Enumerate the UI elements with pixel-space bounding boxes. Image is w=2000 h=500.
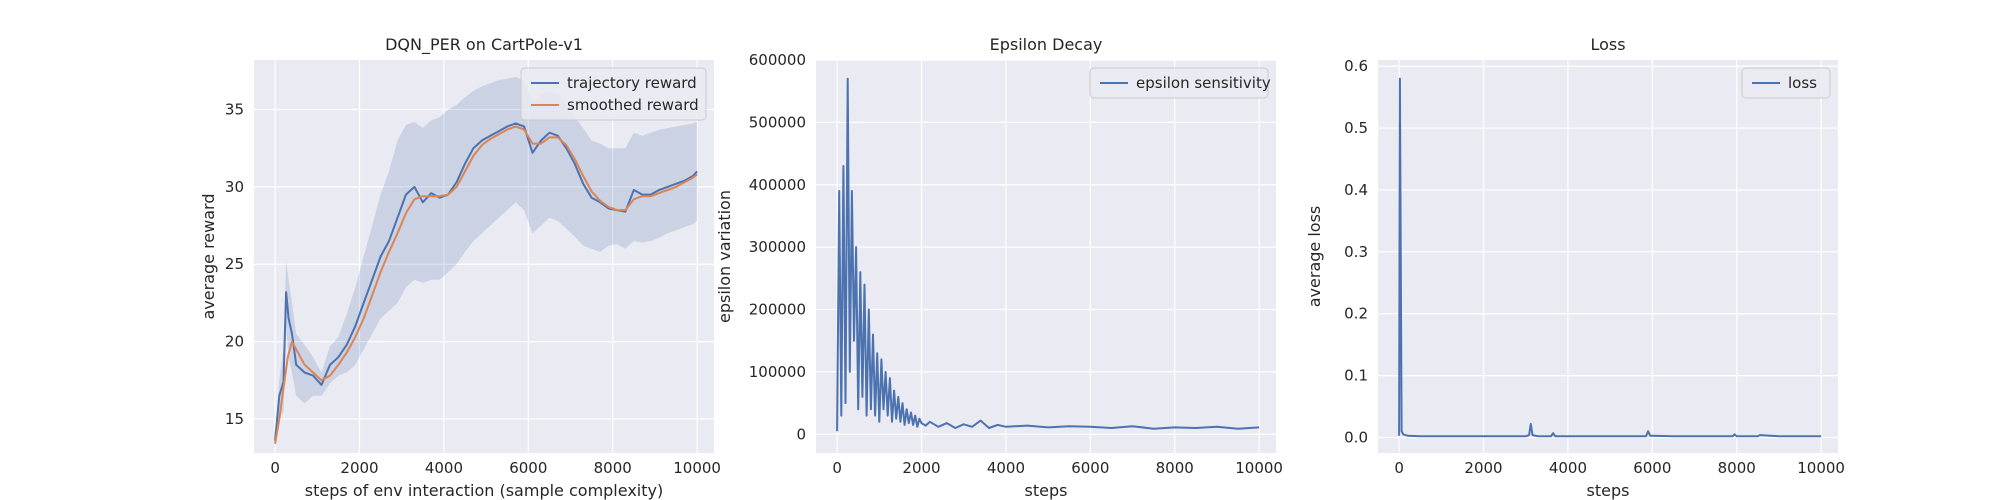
epsilon-marks (836, 77, 1260, 432)
epsilon-y-axis-label: epsilon variation (715, 190, 734, 323)
reward-y-ticks: 15 20 25 30 35 (225, 101, 244, 428)
reward-x-axis-label: steps of env interaction (sample complex… (305, 481, 663, 500)
reward-series-smoothed-reward (274, 125, 698, 444)
loss-y-tick-label-5: 0.5 (1344, 119, 1368, 137)
loss-x-tick-label-4: 8000 (1718, 459, 1756, 477)
loss-y-tick-label-0: 0.0 (1344, 429, 1368, 447)
loss-y-tick-label-3: 0.3 (1344, 243, 1368, 261)
loss-y-tick-label-4: 0.4 (1344, 181, 1368, 199)
loss-chart: 0 2000 4000 6000 8000 10000 0.00.10.20.30.40.… (1305, 35, 1845, 500)
loss-x-tick-label-0: 0 (1394, 459, 1404, 477)
epsilon-y-tick-label-5: 500000 (749, 113, 806, 131)
epsilon-x-tick-label-3: 6000 (1071, 459, 1109, 477)
reward-y-tick-label-1: 20 (225, 333, 244, 351)
loss-legend-box (1741, 67, 1831, 99)
reward-x-tick-label-4: 8000 (594, 459, 632, 477)
reward-y-tick-label-2: 25 (225, 255, 244, 273)
legend-label-trajectory-reward: trajectory reward (567, 74, 697, 92)
reward-y-tick-label-0: 15 (225, 410, 244, 428)
epsilon-x-tick-label-5: 10000 (1235, 459, 1283, 477)
loss-series-loss (1398, 77, 1822, 438)
epsilon-chart-title: Epsilon Decay (990, 35, 1103, 54)
loss-x-tick-label-2: 4000 (1549, 459, 1587, 477)
epsilon-chart: 0 2000 4000 6000 8000 10000 0 100000 200000 3000… (715, 35, 1283, 500)
epsilon-plot-area (816, 60, 1276, 453)
reward-chart-title: DQN_PER on CartPole-v1 (385, 35, 583, 55)
loss-y-axis-label: average loss (1305, 206, 1324, 308)
loss-x-tick-label-5: 10000 (1797, 459, 1845, 477)
loss-marks (1398, 77, 1822, 438)
epsilon-x-tick-label-4: 8000 (1156, 459, 1194, 477)
epsilon-x-tick-label-2: 4000 (987, 459, 1025, 477)
epsilon-series-epsilon-sensitivity (836, 77, 1260, 432)
loss-x-tick-label-3: 6000 (1633, 459, 1671, 477)
reward-confidence-band (275, 77, 698, 447)
epsilon-y-tick-label-3: 300000 (749, 238, 806, 256)
reward-x-tick-label-3: 6000 (509, 459, 547, 477)
epsilon-y-tick-label-4: 400000 (749, 176, 806, 194)
epsilon-grid (816, 59, 1276, 453)
reward-series-trajectory-reward (274, 122, 698, 441)
epsilon-x-ticks: 0 2000 4000 6000 8000 10000 (832, 459, 1283, 477)
legend-label-loss: loss (1788, 74, 1817, 92)
loss-y-ticks: 0.0 0.1 0.2 0.3 0.4 0.5 0.6 (1344, 57, 1368, 446)
reward-y-tick-label-3: 30 (225, 178, 244, 196)
reward-x-tick-label-1: 2000 (340, 459, 378, 477)
epsilon-legend: epsilon sensitivity (1089, 67, 1271, 99)
loss-chart-title: Loss (1590, 35, 1625, 54)
loss-x-ticks: 0 2000 4000 6000 8000 10000 (1394, 459, 1845, 477)
loss-legend: loss (1741, 67, 1831, 99)
epsilon-y-tick-label-2: 200000 (749, 301, 806, 319)
legend-label-smoothed-reward: smoothed reward (567, 96, 699, 114)
reward-x-tick-label-0: 0 (270, 459, 280, 477)
epsilon-y-tick-label-6: 600000 (749, 51, 806, 69)
epsilon-x-axis-label: steps (1025, 481, 1068, 500)
loss-y-tick-label-2: 0.2 (1344, 305, 1368, 323)
loss-grid (1378, 60, 1838, 453)
epsilon-x-tick-label-0: 0 (832, 459, 842, 477)
reward-plot-area (254, 60, 714, 453)
loss-y-tick-label-6: 0.6 (1344, 57, 1368, 75)
reward-y-axis-label: average reward (199, 194, 218, 320)
loss-y-tick-label-1: 0.1 (1344, 367, 1368, 385)
loss-x-tick-label-1: 2000 (1464, 459, 1502, 477)
reward-legend: trajectory reward smoothed reward (520, 67, 707, 121)
reward-x-tick-label-5: 10000 (673, 459, 721, 477)
epsilon-y-tick-label-1: 100000 (749, 363, 806, 381)
reward-marks (274, 77, 698, 447)
reward-x-tick-label-2: 4000 (425, 459, 463, 477)
epsilon-y-ticks: 0 100000 200000 300000 400000 500000 600000 (749, 51, 806, 443)
reward-legend-box (520, 67, 707, 121)
epsilon-y-tick-label-0: 0 (796, 425, 806, 443)
reward-y-tick-label-4: 35 (225, 101, 244, 119)
reward-chart: 0 2000 4000 6000 8000 10000 15 20 25 30 35 DQN_PE… (199, 35, 721, 500)
loss-x-axis-label: steps (1587, 481, 1630, 500)
legend-label-epsilon-sensitivity: epsilon sensitivity (1136, 74, 1271, 92)
loss-plot-area (1378, 60, 1838, 453)
reward-x-ticks: 0 2000 4000 6000 8000 10000 (270, 459, 721, 477)
epsilon-legend-box (1089, 67, 1269, 99)
epsilon-x-tick-label-1: 2000 (902, 459, 940, 477)
